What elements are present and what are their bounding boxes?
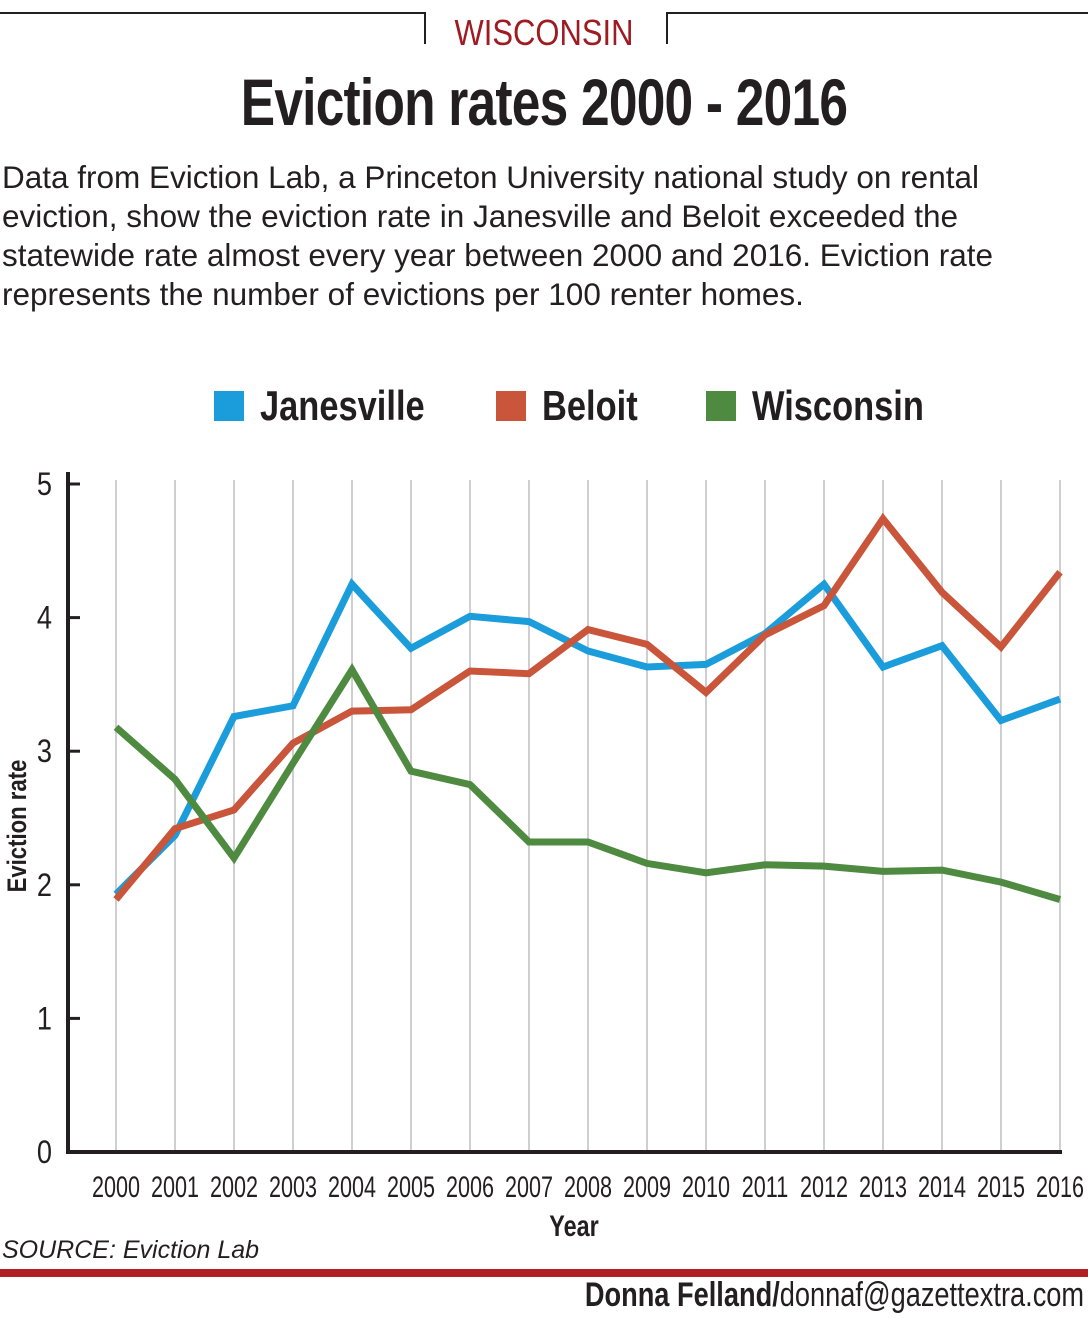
x-tick-label-2001: 2001 — [151, 1169, 199, 1203]
tick-labels: 0 1 2 3 4 5 2000 2001 2002 2003 2004 2005 2006 2007 20… — [37, 467, 1084, 1204]
x-axis-label: Year — [549, 1209, 599, 1240]
series-line-wisconsin — [113, 662, 1061, 903]
x-tick-label-2016: 2016 — [1036, 1169, 1084, 1203]
kicker-tick-left — [424, 12, 426, 44]
x-tick-label-2015: 2015 — [977, 1169, 1025, 1203]
y-tick-label-5: 5 — [37, 467, 52, 503]
footer-rule — [0, 1269, 1088, 1277]
legend-item-beloit: Beloit — [496, 378, 659, 434]
x-tick-label-2013: 2013 — [859, 1169, 907, 1203]
x-tick-label-2005: 2005 — [387, 1169, 435, 1203]
x-tick-label-2012: 2012 — [800, 1169, 848, 1203]
legend-swatch-beloit — [496, 391, 526, 421]
x-tick-label-2008: 2008 — [564, 1169, 612, 1203]
x-tick-label-2004: 2004 — [328, 1169, 376, 1203]
kicker-frame: WISCONSIN — [0, 0, 1088, 60]
legend-label-beloit: Beloit — [542, 382, 638, 429]
x-tick-label-2014: 2014 — [918, 1169, 966, 1203]
legend-item-janesville: Janesville — [214, 378, 461, 434]
x-tick-label-2010: 2010 — [682, 1169, 730, 1203]
kicker-rule-left — [0, 12, 426, 14]
y-tick-label-3: 3 — [37, 734, 52, 770]
y-tick-label-4: 4 — [37, 601, 52, 637]
kicker-rule-right — [666, 12, 1088, 14]
legend-swatch-wisconsin — [706, 391, 736, 421]
y-tick-label-1: 1 — [37, 1001, 52, 1037]
axes — [66, 472, 1062, 1154]
series-line-beloit — [113, 512, 1063, 902]
x-tick-label-2009: 2009 — [623, 1169, 671, 1203]
credit-line: Donna Felland/donnaf@gazettextra.com — [585, 1276, 1084, 1315]
series-lines — [113, 512, 1063, 903]
intro-text: Data from Eviction Lab, a Princeton Univ… — [2, 159, 994, 312]
credit-name: Donna Felland/ — [584, 1276, 780, 1314]
x-tick-label-2007: 2007 — [505, 1169, 553, 1203]
source-note: SOURCE: Eviction Lab — [2, 1236, 260, 1264]
x-tick-label-2011: 2011 — [742, 1169, 788, 1203]
legend: Janesville Beloit Wisconsin — [0, 378, 1088, 438]
credit-email: donnaf@gazettextra.com — [779, 1276, 1084, 1314]
chart-title: Eviction rates 2000 - 2016 — [240, 65, 848, 139]
y-tick-label-2: 2 — [37, 868, 52, 904]
grid-lines — [115, 480, 1061, 1152]
x-tick-label-2000: 2000 — [92, 1169, 140, 1203]
y-axis-label: Eviction rate — [3, 760, 33, 893]
legend-swatch-janesville — [214, 391, 244, 421]
legend-item-wisconsin: Wisconsin — [706, 378, 962, 434]
series-line-janesville — [113, 578, 1062, 897]
legend-label-wisconsin: Wisconsin — [752, 382, 924, 429]
x-tick-label-2002: 2002 — [210, 1169, 258, 1203]
kicker-tick-right — [666, 12, 668, 44]
x-tick-label-2003: 2003 — [269, 1169, 317, 1203]
y-tick-label-0: 0 — [37, 1135, 52, 1171]
legend-label-janesville: Janesville — [260, 382, 425, 429]
x-tick-label-2006: 2006 — [446, 1169, 494, 1203]
line-chart: 0 1 2 3 4 5 2000 2001 2002 2003 2004 2005 2006 2007 20… — [3, 467, 1084, 1240]
kicker-label: WISCONSIN — [454, 12, 634, 53]
